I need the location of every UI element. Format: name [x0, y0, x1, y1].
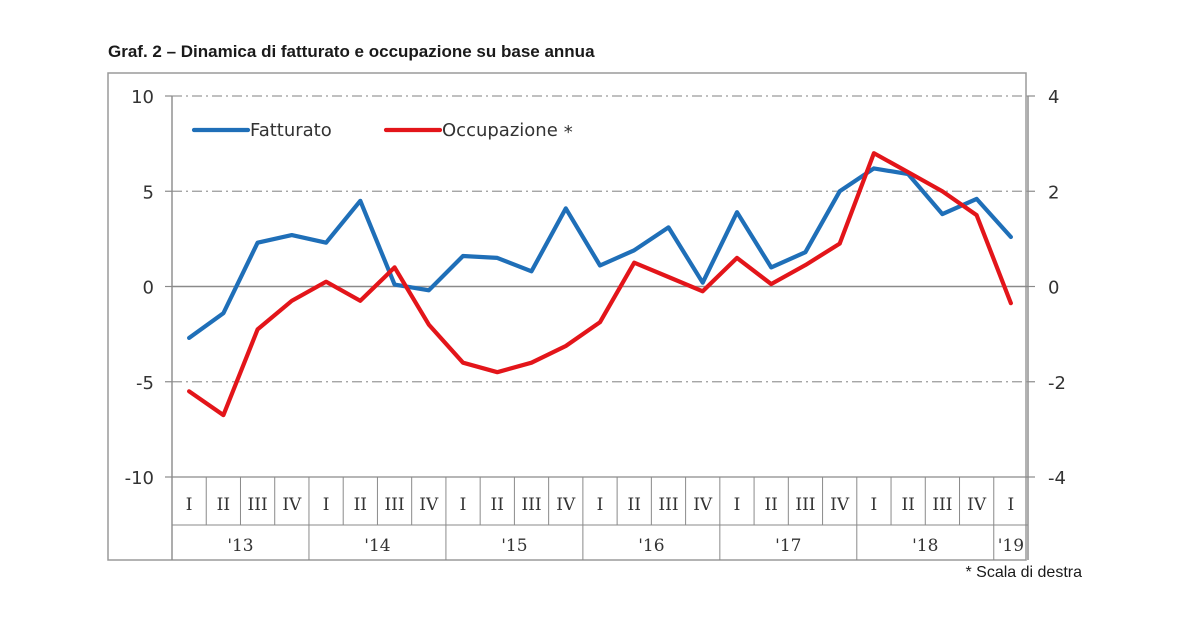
- quarter-label: I: [460, 495, 467, 515]
- quarter-label: III: [248, 495, 268, 515]
- quarter-label: I: [734, 495, 741, 515]
- quarter-label: IV: [556, 495, 576, 515]
- quarter-label: IV: [282, 495, 302, 515]
- quarter-label: I: [323, 495, 330, 515]
- legend-label-fatturato: Fatturato: [250, 120, 332, 141]
- quarter-label: III: [932, 495, 952, 515]
- quarter-label: II: [628, 495, 641, 515]
- quarter-label: I: [186, 495, 193, 515]
- year-label: '13: [227, 536, 253, 556]
- footnote: * Scala di destra: [965, 564, 1082, 581]
- year-label: '19: [998, 536, 1024, 556]
- quarter-label: III: [795, 495, 815, 515]
- quarter-label: I: [1008, 495, 1015, 515]
- left-tick-label: 0: [143, 278, 154, 299]
- year-label: '14: [364, 536, 390, 556]
- series-line-fatturato: [187, 166, 1014, 340]
- quarter-label: I: [871, 495, 878, 515]
- axes: 10 5 0 -5 -10 4 2 0 -2 -4: [125, 87, 1066, 560]
- legend: Fatturato Occupazione *: [191, 120, 573, 143]
- left-tick-label: 10: [131, 87, 154, 108]
- right-tick-label: 2: [1048, 182, 1059, 203]
- quarter-label: IV: [967, 495, 987, 515]
- year-label: '18: [912, 536, 938, 556]
- quarter-label: IV: [830, 495, 850, 515]
- right-tick-label: 4: [1048, 87, 1059, 108]
- year-label: '15: [501, 536, 527, 556]
- quarter-label: II: [354, 495, 367, 515]
- left-tick-label: -10: [125, 468, 154, 489]
- quarter-label: IV: [693, 495, 713, 515]
- right-tick-label: -4: [1048, 468, 1066, 489]
- series: [187, 151, 1014, 418]
- right-tick-label: -2: [1048, 373, 1066, 394]
- left-tick-label: 5: [143, 182, 154, 203]
- quarter-label: III: [521, 495, 541, 515]
- plot-frame: [107, 72, 1027, 561]
- quarter-label: II: [217, 495, 230, 515]
- quarter-label: II: [901, 495, 914, 515]
- legend-label-occupazione: Occupazione: [442, 120, 558, 141]
- series-line-occupazione: [187, 151, 1014, 418]
- year-label: '16: [638, 536, 664, 556]
- legend-asterisk: *: [564, 122, 573, 143]
- left-tick-label: -5: [136, 373, 154, 394]
- right-tick-label: 0: [1048, 278, 1059, 299]
- quarter-label: I: [597, 495, 604, 515]
- chart-title: Graf. 2 – Dinamica di fatturato e occupa…: [108, 42, 595, 61]
- quarter-label: II: [764, 495, 777, 515]
- quarter-label: II: [491, 495, 504, 515]
- x-axis: I II III IV I II III IV I II III IV I II III IV I II III IV…: [171, 477, 1029, 560]
- quarter-label: III: [658, 495, 678, 515]
- quarter-label: III: [384, 495, 404, 515]
- quarter-label: IV: [419, 495, 439, 515]
- year-label: '17: [775, 536, 801, 556]
